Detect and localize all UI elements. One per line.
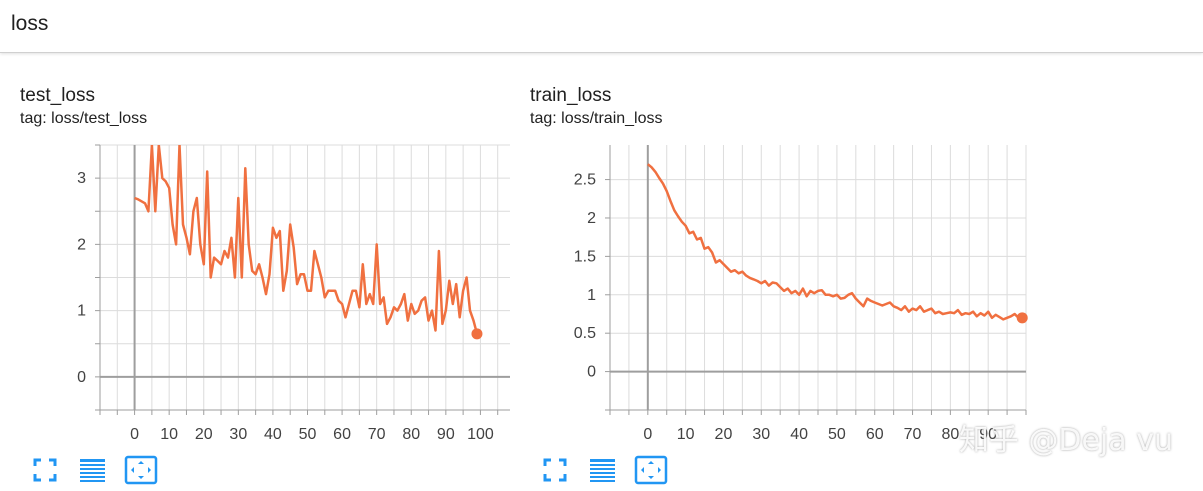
last-point-marker: [471, 328, 483, 340]
y-tick-label: 1: [77, 303, 86, 320]
fullscreen-icon[interactable]: [540, 455, 574, 487]
y-tick-label: 2: [77, 236, 86, 253]
x-tick-label: 20: [195, 426, 213, 443]
y-tick-label: 2: [587, 210, 596, 227]
y-tick-label: 0.5: [574, 325, 596, 342]
y-tick-label: 2.5: [574, 172, 596, 189]
x-tick-label: 50: [828, 426, 846, 443]
y-tick-label: 1: [587, 287, 596, 304]
x-tick-label: 10: [160, 426, 178, 443]
x-tick-label: 100: [467, 426, 494, 443]
series-line: [647, 163, 1023, 321]
grid: [609, 145, 1027, 411]
x-tick-label: 60: [333, 426, 351, 443]
fullscreen-icon[interactable]: [30, 455, 64, 487]
fit-domain-icon[interactable]: [124, 455, 158, 487]
y-tick-label: 3: [77, 170, 86, 187]
x-tick-label: 20: [715, 426, 733, 443]
last-point-marker: [1016, 312, 1028, 324]
x-tick-label: 70: [368, 426, 386, 443]
watermark: 知乎 @Deja vu: [958, 423, 1173, 458]
x-tick-label: 90: [979, 426, 997, 443]
chart-tag: tag: loss/train_loss: [530, 110, 663, 127]
search-header: loss: [0, 0, 1203, 53]
data-table-icon[interactable]: [587, 455, 621, 487]
x-tick-label: 40: [790, 426, 808, 443]
x-tick-label: 50: [299, 426, 317, 443]
x-tick-label: 0: [643, 426, 652, 443]
data-table-icon[interactable]: [77, 455, 111, 487]
x-tick-label: 0: [130, 426, 139, 443]
fit-domain-icon[interactable]: [634, 455, 668, 487]
x-tick-label: 70: [904, 426, 922, 443]
x-tick-label: 90: [437, 426, 455, 443]
chart-tag: tag: loss/test_loss: [20, 110, 148, 127]
x-tick-label: 30: [229, 426, 247, 443]
y-tick-label: 0: [587, 364, 596, 381]
x-tick-label: 40: [264, 426, 282, 443]
series-line: [134, 145, 479, 335]
chart-title: test_loss: [20, 85, 95, 106]
y-tick-label: 0: [77, 369, 86, 386]
chart-card-train-loss: train_loss tag: loss/train_loss 0 10 20 30 4…: [510, 60, 1028, 491]
line-chart-test-loss[interactable]: 0 10 20 30 40 50 60 70 80 90 100 0 1 2 3: [0, 60, 510, 451]
x-tick-label: 10: [677, 426, 695, 443]
x-tick-label: 80: [402, 426, 420, 443]
x-tick-label: 80: [941, 426, 959, 443]
x-tick-label: 30: [752, 426, 770, 443]
tag-filter-text[interactable]: loss: [11, 12, 49, 35]
chart-title: train_loss: [530, 85, 612, 106]
x-tick-label: 60: [866, 426, 884, 443]
line-chart-train-loss[interactable]: 0 10 20 30 40 50 60 70 80 90 0 0.5 1 1.5 2 2.5: [510, 60, 1030, 451]
chart-card-test-loss: test_loss tag: loss/test_loss 0 10 20 30 40 5…: [0, 60, 510, 491]
y-tick-label: 1.5: [574, 248, 596, 265]
